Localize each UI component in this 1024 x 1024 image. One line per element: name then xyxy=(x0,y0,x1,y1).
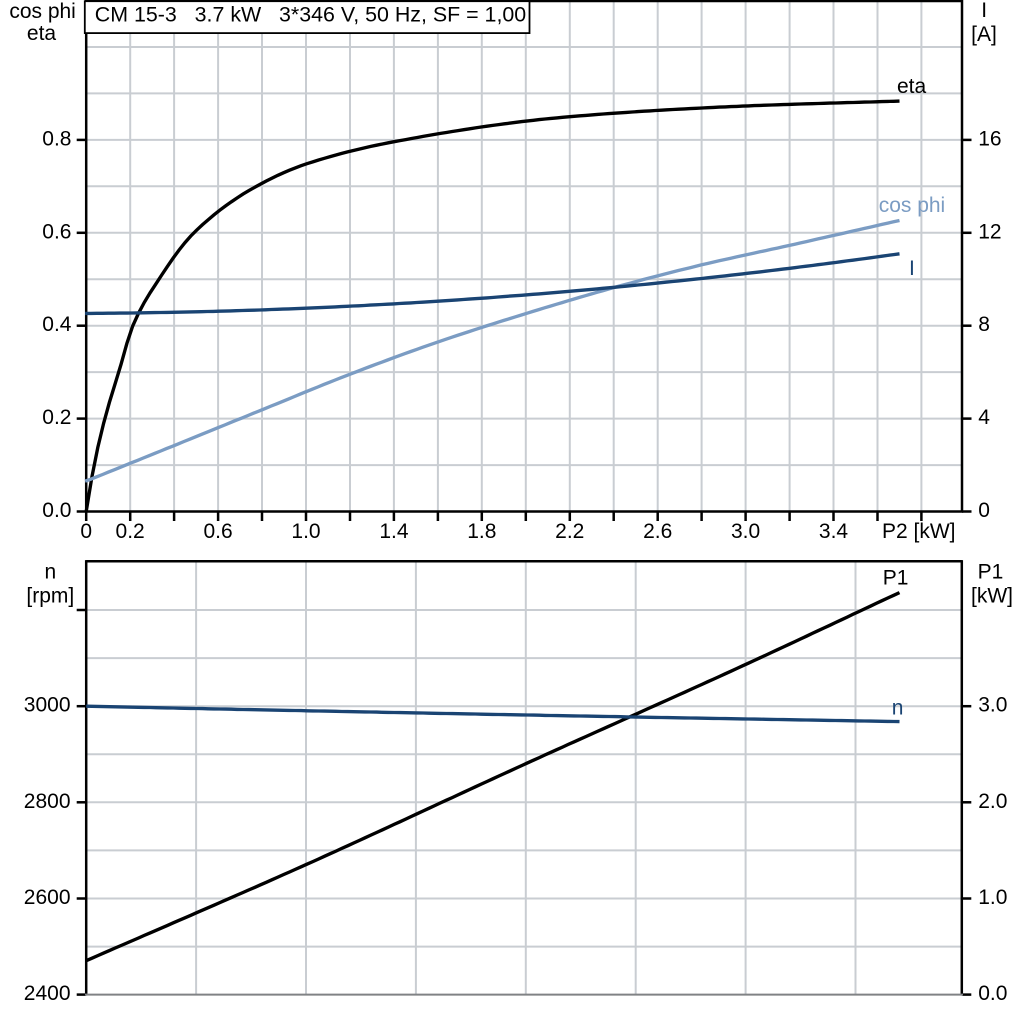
svg-text:0.6: 0.6 xyxy=(42,220,71,243)
svg-text:3.4: 3.4 xyxy=(819,520,849,543)
svg-text:0: 0 xyxy=(80,520,92,543)
svg-text:eta: eta xyxy=(897,75,927,98)
svg-text:2600: 2600 xyxy=(24,886,71,909)
svg-text:0: 0 xyxy=(978,499,990,522)
svg-text:cos phi: cos phi xyxy=(9,0,76,23)
svg-text:2.2: 2.2 xyxy=(555,520,584,543)
svg-text:2.6: 2.6 xyxy=(643,520,672,543)
svg-text:4: 4 xyxy=(978,406,990,429)
svg-text:[A]: [A] xyxy=(971,23,997,46)
svg-text:0.0: 0.0 xyxy=(42,499,71,522)
svg-text:[rpm]: [rpm] xyxy=(26,585,74,608)
svg-text:I: I xyxy=(981,0,987,22)
svg-text:n: n xyxy=(892,697,904,720)
svg-text:16: 16 xyxy=(978,127,1001,150)
svg-text:1.0: 1.0 xyxy=(978,886,1007,909)
svg-text:[kW]: [kW] xyxy=(971,585,1013,608)
svg-text:n: n xyxy=(44,561,56,584)
svg-text:1.8: 1.8 xyxy=(467,520,496,543)
svg-text:2.0: 2.0 xyxy=(978,790,1007,813)
svg-text:P2 [kW]: P2 [kW] xyxy=(882,520,956,543)
svg-text:eta: eta xyxy=(27,22,57,45)
svg-text:8: 8 xyxy=(978,313,990,336)
svg-text:0.0: 0.0 xyxy=(978,982,1007,1005)
svg-text:cos phi: cos phi xyxy=(879,194,946,217)
svg-text:0.6: 0.6 xyxy=(203,520,232,543)
svg-text:P1: P1 xyxy=(978,561,1004,584)
svg-text:12: 12 xyxy=(978,220,1001,243)
svg-text:2400: 2400 xyxy=(24,982,71,1005)
svg-text:I: I xyxy=(909,257,915,280)
svg-text:P1: P1 xyxy=(883,566,909,589)
svg-text:3.0: 3.0 xyxy=(731,520,760,543)
svg-text:1.4: 1.4 xyxy=(379,520,409,543)
svg-text:0.2: 0.2 xyxy=(116,520,145,543)
svg-text:0.8: 0.8 xyxy=(42,127,71,150)
svg-text:0.2: 0.2 xyxy=(42,406,71,429)
svg-text:2800: 2800 xyxy=(24,790,71,813)
svg-text:CM 15-3 3.7 kW 3*346 V, 50: CM 15-3 3.7 kW 3*346 V, 50 Hz, SF = 1,00 xyxy=(95,3,526,27)
svg-text:3.0: 3.0 xyxy=(978,694,1007,717)
svg-text:0.4: 0.4 xyxy=(42,313,72,336)
svg-text:1.0: 1.0 xyxy=(291,520,320,543)
svg-text:3000: 3000 xyxy=(24,694,71,717)
